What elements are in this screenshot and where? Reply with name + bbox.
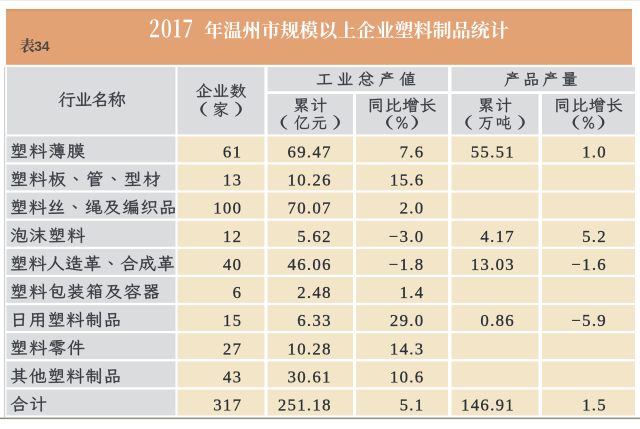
svg-text:34: 34 (34, 39, 50, 54)
svg-text:29.0: 29.0 (390, 311, 425, 330)
svg-text:146.91: 146.91 (461, 396, 515, 415)
svg-text:−1.8: −1.8 (389, 255, 425, 274)
svg-text:12: 12 (223, 227, 242, 246)
svg-text:6: 6 (233, 283, 243, 302)
svg-text:46.06: 46.06 (288, 255, 332, 274)
svg-text:4.17: 4.17 (480, 227, 515, 246)
svg-text:27: 27 (223, 339, 242, 358)
svg-text:10.26: 10.26 (288, 171, 332, 190)
svg-text:13.03: 13.03 (471, 255, 515, 274)
svg-text:1.0: 1.0 (582, 143, 607, 162)
svg-text:0.86: 0.86 (480, 311, 515, 330)
svg-text:−1.6: −1.6 (571, 255, 607, 274)
svg-text:69.47: 69.47 (288, 143, 332, 162)
svg-text:251.18: 251.18 (278, 396, 332, 415)
svg-text:13: 13 (223, 171, 242, 190)
svg-text:2.0: 2.0 (400, 199, 425, 218)
svg-text:61: 61 (223, 143, 242, 162)
svg-text:2.48: 2.48 (297, 283, 332, 302)
svg-text:15.6: 15.6 (390, 171, 425, 190)
svg-text:−3.0: −3.0 (389, 227, 425, 246)
svg-text:30.61: 30.61 (288, 368, 332, 387)
svg-text:55.51: 55.51 (471, 143, 515, 162)
svg-text:10.28: 10.28 (288, 339, 332, 358)
svg-text:5.2: 5.2 (582, 227, 607, 246)
svg-text:43: 43 (223, 368, 242, 387)
svg-text:6.33: 6.33 (297, 311, 332, 330)
svg-text:15: 15 (223, 311, 242, 330)
svg-text:10.6: 10.6 (390, 368, 425, 387)
svg-text:5.1: 5.1 (400, 396, 425, 415)
svg-text:317: 317 (213, 396, 242, 415)
svg-text:70.07: 70.07 (288, 199, 332, 218)
svg-text:−5.9: −5.9 (571, 311, 607, 330)
svg-text:7.6: 7.6 (400, 143, 425, 162)
svg-text:40: 40 (223, 255, 242, 274)
svg-text:14.3: 14.3 (390, 339, 425, 358)
svg-text:1.4: 1.4 (400, 283, 425, 302)
svg-text:100: 100 (213, 199, 242, 218)
svg-text:1.5: 1.5 (582, 396, 607, 415)
svg-text:5.62: 5.62 (297, 227, 332, 246)
